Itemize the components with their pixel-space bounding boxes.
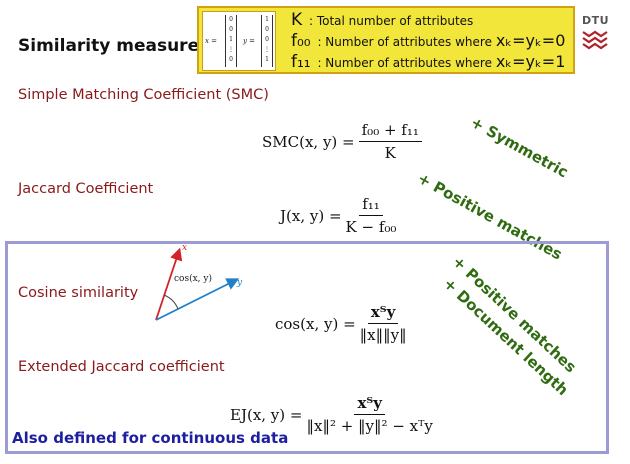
cosine-angle-diagram [155,247,240,321]
legend-symbol: K [291,10,303,30]
smc-formula: SMC(x, y) = f₀₀ + f₁₁ K [262,121,426,162]
diagram-angle-label: cos(x, y) [174,274,212,284]
legend-text: : Number of attributes where [317,35,492,49]
x-entry: 0 [229,16,233,23]
slide-title: Similarity measures [18,36,210,56]
formula-fraction: xᵀy ‖x‖‖y‖ [360,303,407,344]
formula-numerator: xᵀy [367,303,399,324]
legend-condition: xₖ=yₖ=1 [495,52,566,71]
dtu-logo: DTU [582,14,609,54]
ext-jaccard-formula: EJ(x, y) = xᵀy ‖x‖² + ‖y‖² − xᵀy [230,394,437,435]
formula-numerator: xᵀy [354,394,385,415]
formula-lhs: J(x, y) = [280,206,342,225]
vector-example: x = 0 0 1 ⋮ 0 y = 1 0 0 ⋮ 1 [202,11,276,71]
y-vector-arrow [155,278,240,321]
x-entry: 0 [229,56,233,63]
legend-row-k: K : Total number of attributes [291,10,473,30]
legend-symbol: f₁₁ [291,52,311,72]
diagram-y-label: y [237,278,243,288]
formula-numerator: f₀₀ + f₁₁ [358,121,422,142]
formula-denominator: ‖x‖² + ‖y‖² − xᵀy [306,417,433,435]
formula-denominator: K − f₀₀ [345,218,397,236]
jaccard-formula: J(x, y) = f₁₁ K − f₀₀ [280,195,400,236]
legend-condition: xₖ=yₖ=0 [495,31,566,50]
legend-text: : Number of attributes where [317,56,492,70]
x-vector-label: x = [205,37,218,45]
y-entry: 0 [265,26,269,33]
formula-lhs: EJ(x, y) = [230,405,303,424]
y-entry: ⋮ [264,46,270,53]
x-entry: ⋮ [228,46,234,53]
ext-jaccard-heading: Extended Jaccard coefficient [18,359,225,375]
formula-fraction: f₁₁ K − f₀₀ [346,195,397,236]
formula-fraction: xᵀy ‖x‖² + ‖y‖² − xᵀy [306,394,432,435]
legend-row-f00: f₀₀ : Number of attributes where xₖ=yₖ=0 [291,31,565,51]
y-vector-label: y = [243,37,256,45]
smc-note-symmetric: + Symmetric [467,113,572,182]
jaccard-heading: Jaccard Coefficient [18,181,154,197]
formula-lhs: SMC(x, y) = [262,132,355,151]
y-entry: 0 [265,36,269,43]
cosine-heading: Cosine similarity [18,285,139,301]
continuous-data-note: Also defined for continuous data [12,429,289,447]
formula-denominator: K [384,144,396,162]
formula-denominator: ‖x‖‖y‖ [359,326,407,344]
diagram-x-label: x [182,243,188,253]
angle-arc [163,294,179,310]
x-entry: 1 [229,36,233,43]
y-vector-column: 1 0 0 ⋮ 1 [261,15,273,67]
dtu-logo-mark [582,30,608,50]
dtu-logo-text: DTU [582,14,610,27]
x-vector-column: 0 0 1 ⋮ 0 [225,15,237,67]
formula-lhs: cos(x, y) = [275,314,356,333]
formula-numerator: f₁₁ [359,195,383,216]
legend-symbol: f₀₀ [291,31,311,51]
continuous-measures-frame [5,241,609,454]
smc-heading: Simple Matching Coefficient (SMC) [18,87,269,103]
y-entry: 1 [265,16,269,23]
y-entry: 1 [265,56,269,63]
cosine-formula: cos(x, y) = xᵀy ‖x‖‖y‖ [275,303,411,344]
definitions-box: x = 0 0 1 ⋮ 0 y = 1 0 0 ⋮ 1 K : Total nu… [197,6,575,74]
x-vector-arrow [155,247,183,321]
x-entry: 0 [229,26,233,33]
formula-fraction: f₀₀ + f₁₁ K [358,121,422,162]
legend-row-f11: f₁₁ : Number of attributes where xₖ=yₖ=1 [291,52,565,72]
legend-text: : Total number of attributes [308,14,474,28]
